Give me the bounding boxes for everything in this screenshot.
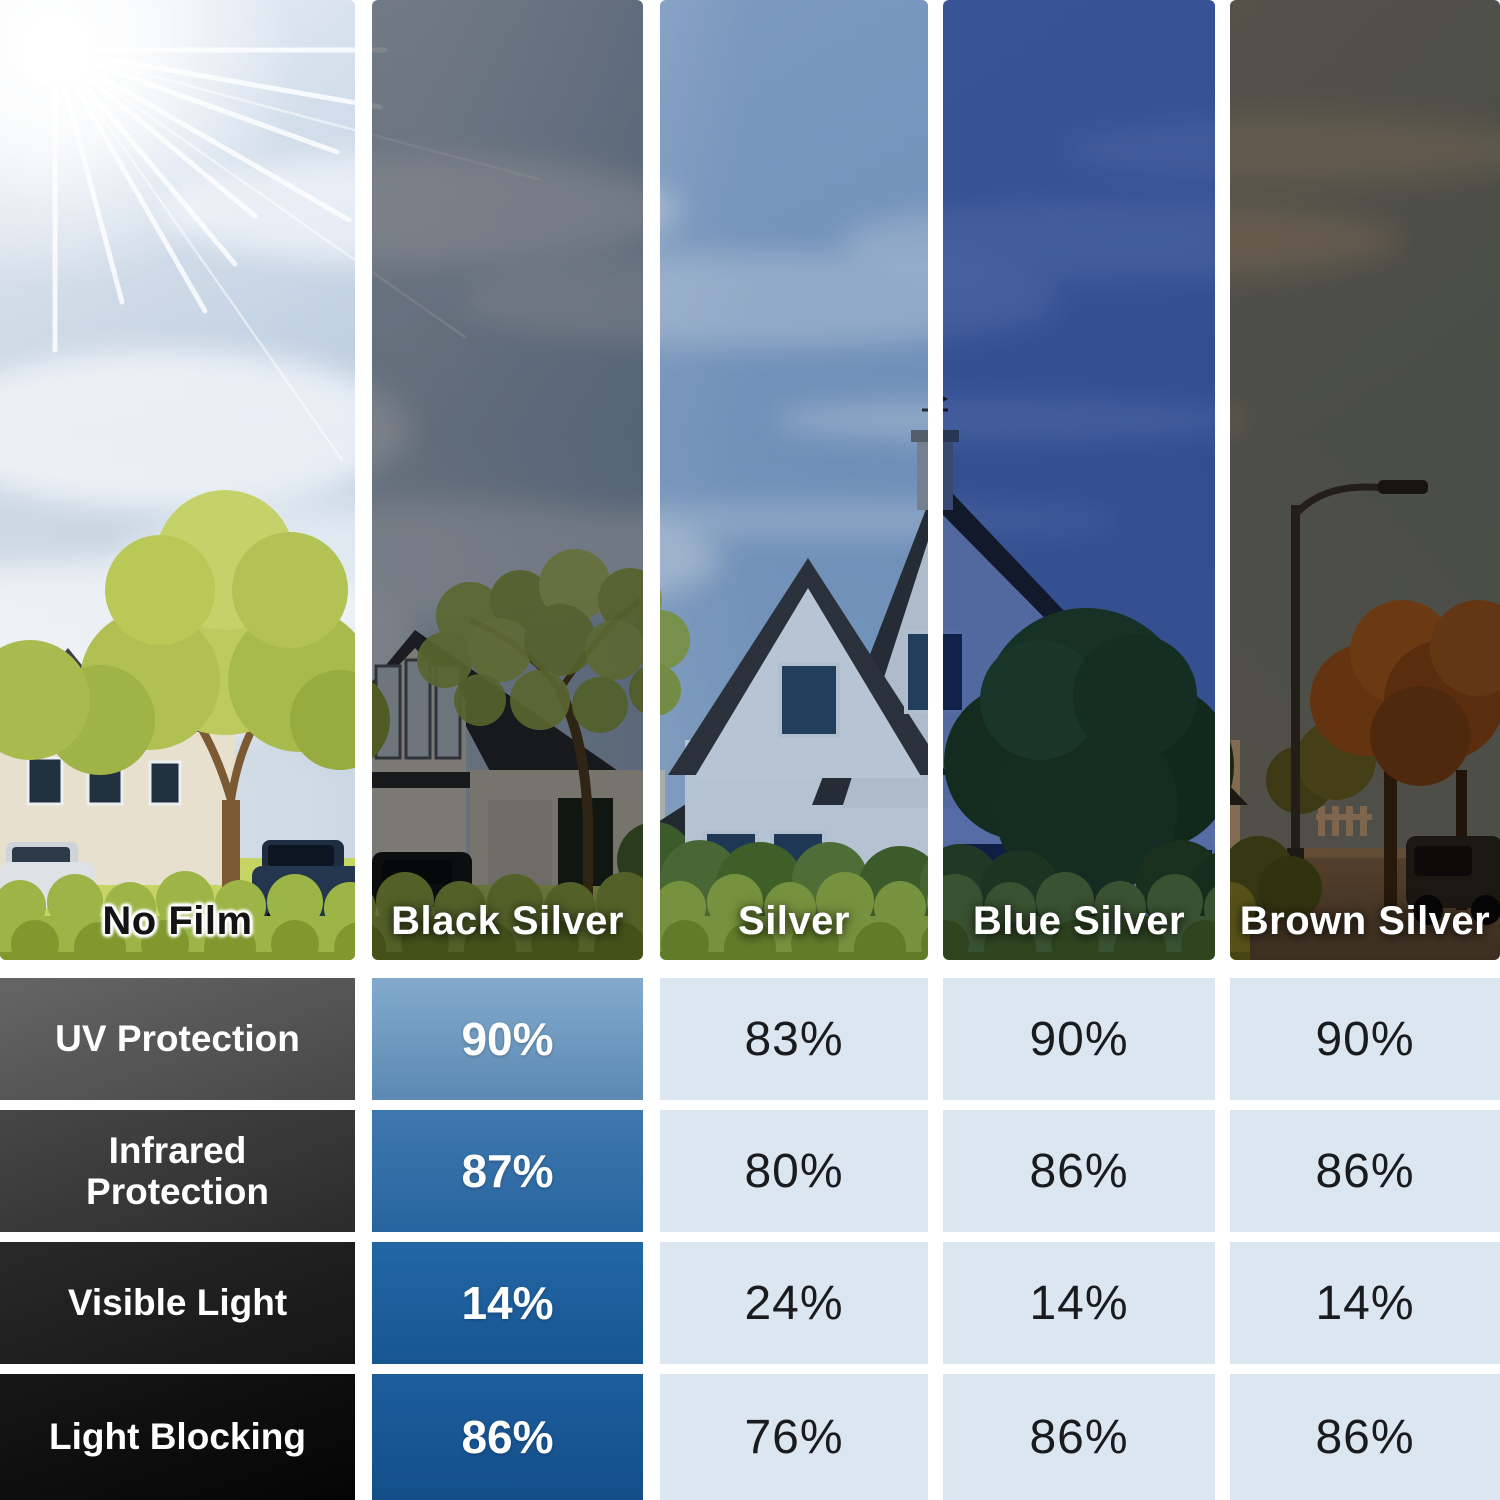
- photo-panel-brown-silver: Brown Silver: [1230, 0, 1500, 960]
- photo-panel-no-film: No Film: [0, 0, 355, 960]
- cell-silver-infrared: 80%: [660, 1110, 928, 1232]
- photo-panel-black-silver: Black Silver: [372, 0, 643, 960]
- cell-black-silver-visible-light: 14%: [372, 1242, 643, 1364]
- black-silver-tint-overlay: [372, 0, 643, 960]
- photo-panel-silver: Silver: [660, 0, 928, 960]
- film-label-silver: Silver: [738, 899, 850, 943]
- cell-brown-silver-visible-light: 14%: [1230, 1242, 1500, 1364]
- house-scene: [0, 0, 355, 960]
- film-label-no-film: No Film: [102, 899, 253, 943]
- row-label-uv-protection: UV Protection: [0, 978, 355, 1100]
- cell-brown-silver-uv: 90%: [1230, 978, 1500, 1100]
- row-label-infrared-protection: Infrared Protection: [0, 1110, 355, 1232]
- film-label-black-silver: Black Silver: [391, 899, 624, 943]
- brown-silver-tint-overlay: [1230, 0, 1500, 960]
- photo-panel-blue-silver: Blue Silver: [943, 0, 1215, 960]
- cell-silver-uv: 83%: [660, 978, 928, 1100]
- row-label-visible-light: Visible Light: [0, 1242, 355, 1364]
- cell-black-silver-uv: 90%: [372, 978, 643, 1100]
- silver-tint-overlay: [660, 0, 928, 960]
- cell-blue-silver-uv: 90%: [943, 978, 1215, 1100]
- cell-silver-light-blocking: 76%: [660, 1374, 928, 1500]
- cell-black-silver-light-blocking: 86%: [372, 1374, 643, 1500]
- row-label-light-blocking: Light Blocking: [0, 1374, 355, 1500]
- cell-black-silver-infrared: 87%: [372, 1110, 643, 1232]
- cell-blue-silver-visible-light: 14%: [943, 1242, 1215, 1364]
- cell-blue-silver-infrared: 86%: [943, 1110, 1215, 1232]
- cell-brown-silver-infrared: 86%: [1230, 1110, 1500, 1232]
- blue-silver-tint-overlay: [943, 0, 1215, 960]
- film-label-brown-silver: Brown Silver: [1239, 899, 1491, 943]
- cell-silver-visible-light: 24%: [660, 1242, 928, 1364]
- film-label-blue-silver: Blue Silver: [972, 899, 1186, 943]
- cell-brown-silver-light-blocking: 86%: [1230, 1374, 1500, 1500]
- cell-blue-silver-light-blocking: 86%: [943, 1374, 1215, 1500]
